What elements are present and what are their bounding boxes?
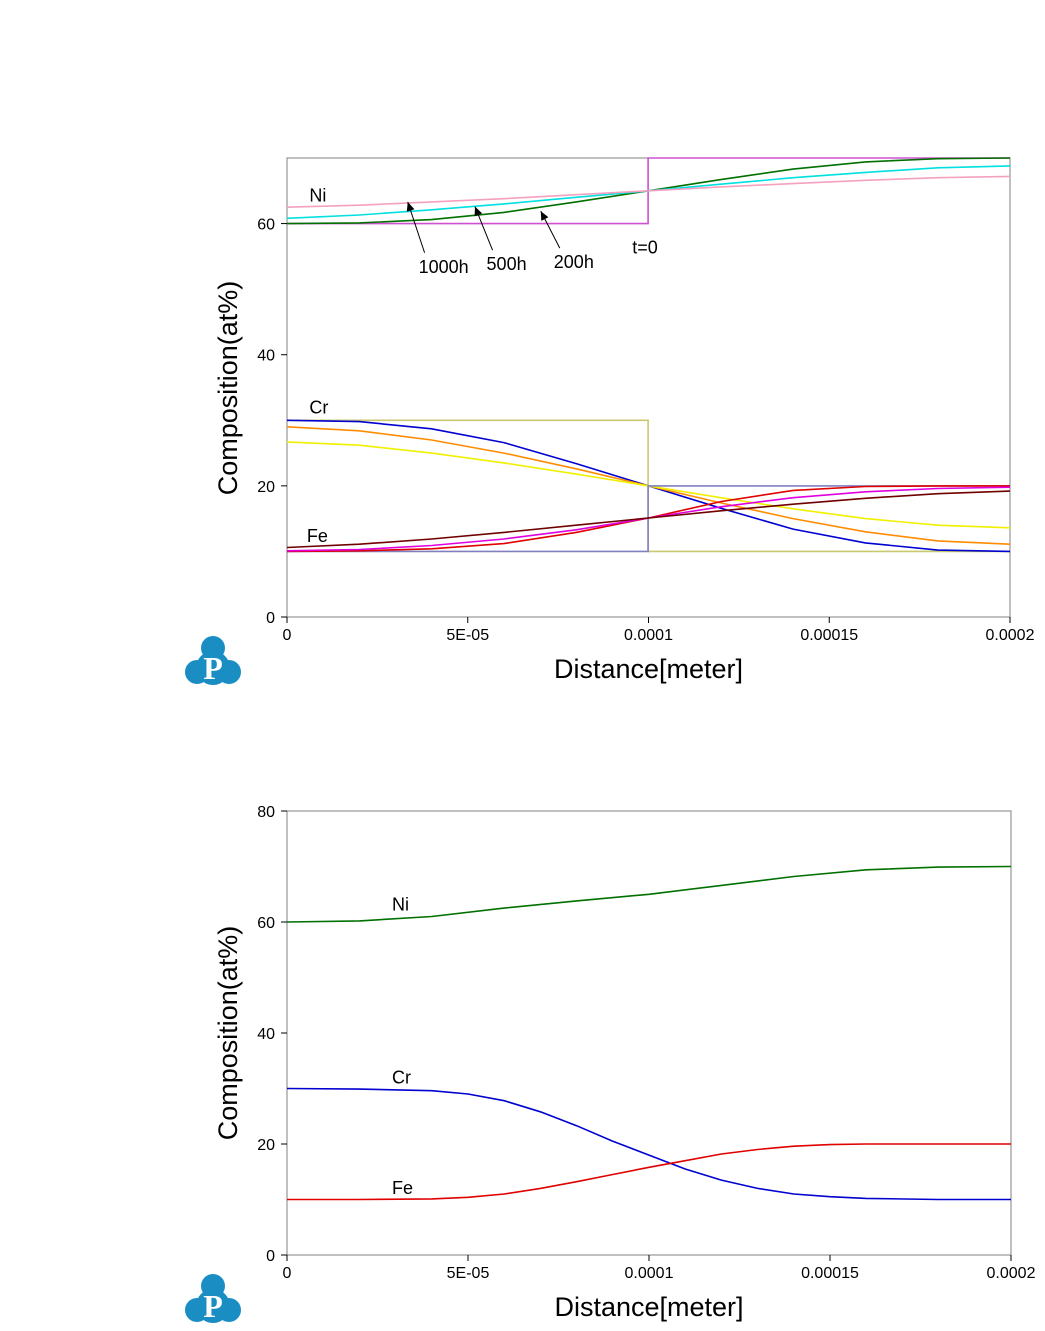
logo-letter: P — [203, 650, 223, 686]
annotation-ni: Ni — [392, 894, 409, 914]
chart-bottom: 0 20 40 60 80 0 5E-05 0.0001 0.00015 0.0002 Distan… — [213, 804, 1036, 1322]
y-tick-label: 40 — [257, 1026, 275, 1043]
series-fe-line — [287, 1143, 1011, 1201]
x-tick-label: 0.00015 — [801, 1265, 859, 1282]
logo-top: P — [185, 636, 241, 686]
y-tick-label: 60 — [257, 915, 275, 932]
annotation-cr: Cr — [392, 1068, 411, 1088]
annotation-ni: Ni — [309, 185, 326, 205]
x-tick-label: 5E-05 — [447, 1265, 490, 1282]
y-tick-label: 0 — [266, 1248, 275, 1265]
series-fe-1000h-line — [286, 490, 1011, 549]
y-tick-label: 20 — [257, 1137, 275, 1154]
chart-top: 0 20 40 60 0 5E-05 0.0001 0.00015 0.0002 Distance… — [213, 157, 1035, 684]
y-axis-label: Composition(at%) — [213, 281, 243, 496]
x-tick-label: 0 — [283, 1265, 292, 1282]
logo-body — [196, 651, 230, 685]
y-tick-label: 20 — [257, 479, 275, 496]
annotation-1000h: 1000h — [419, 257, 469, 277]
x-tick-label: 0.0002 — [987, 1265, 1036, 1282]
annotation-200h: 200h — [554, 252, 594, 272]
x-tick-label: 5E-05 — [446, 627, 489, 644]
series-ni-line — [286, 865, 1012, 923]
y-tick-label: 40 — [257, 348, 275, 365]
y-tick-label: 60 — [257, 217, 275, 234]
annotation-arrowhead — [540, 211, 549, 221]
annotation-fe: Fe — [392, 1178, 413, 1198]
x-tick-label: 0.0001 — [625, 1265, 674, 1282]
annotation-arrowhead — [406, 201, 415, 212]
y-tick-label: 80 — [257, 804, 275, 821]
y-axis-label: Composition(at%) — [213, 926, 243, 1141]
logo-body — [196, 1289, 230, 1323]
series-cr-line — [286, 1087, 1011, 1201]
annotation-500h: 500h — [487, 254, 527, 274]
x-axis-label: Distance[meter] — [554, 1292, 743, 1322]
annotation-t-0: t=0 — [632, 238, 658, 258]
logo-letter: P — [203, 1288, 223, 1324]
x-tick-label: 0.00015 — [800, 627, 858, 644]
x-tick-label: 0.0002 — [986, 627, 1035, 644]
series-ni-1000h-line — [286, 175, 1011, 208]
annotation-arrowhead — [474, 206, 483, 217]
annotation-fe: Fe — [307, 526, 328, 546]
x-tick-label: 0 — [283, 627, 292, 644]
logo-bottom: P — [185, 1274, 241, 1324]
x-tick-label: 0.0001 — [624, 627, 673, 644]
annotation-cr: Cr — [309, 398, 328, 418]
x-axis-label: Distance[meter] — [554, 654, 743, 684]
y-tick-label: 0 — [266, 610, 275, 627]
